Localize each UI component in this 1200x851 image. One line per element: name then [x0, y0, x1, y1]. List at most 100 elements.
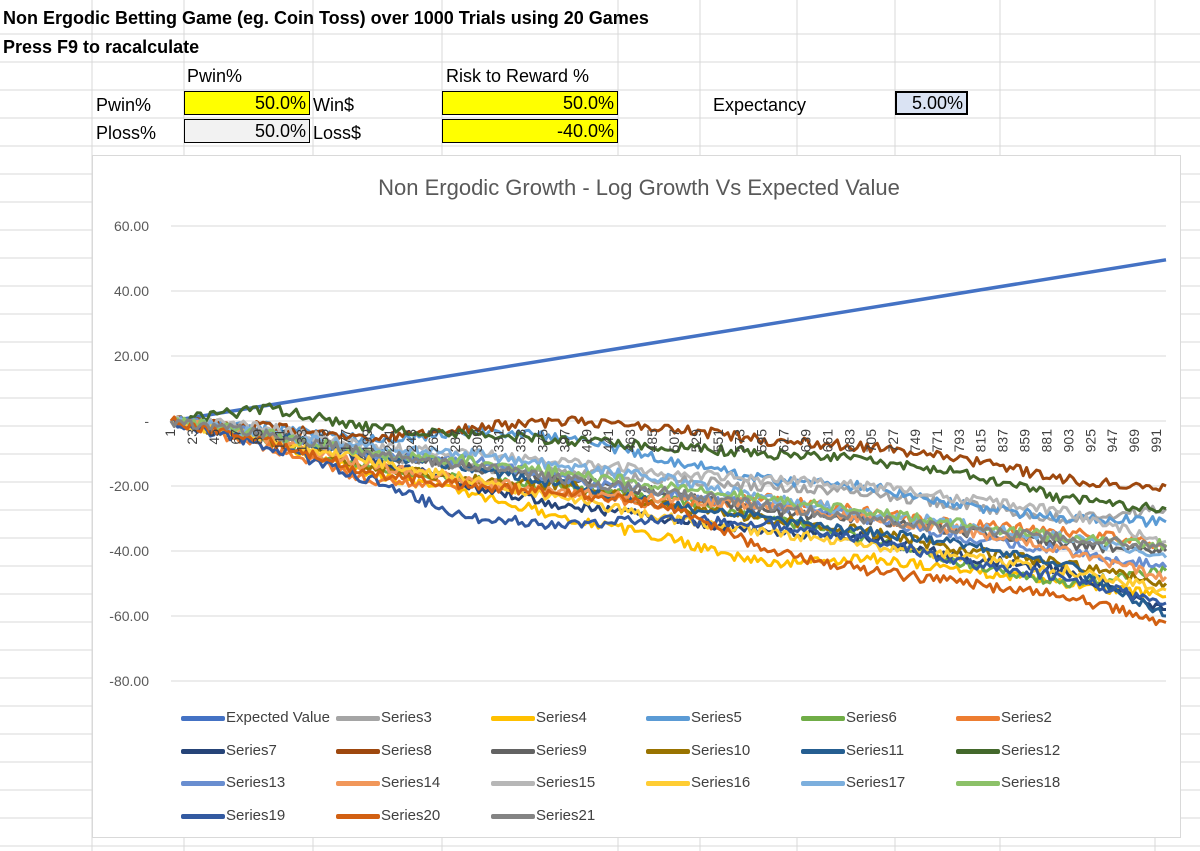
- y-tick-label: -80.00: [109, 673, 149, 689]
- x-tick-label: 639: [797, 429, 813, 453]
- x-tick-label: 155: [315, 429, 331, 453]
- legend-label: Expected Value: [226, 709, 330, 726]
- legend-swatch: [956, 748, 1000, 754]
- expectancy-value-cell[interactable]: 5.00%: [895, 91, 968, 115]
- chart-title: Non Ergodic Growth - Log Growth Vs Expec…: [378, 175, 900, 200]
- x-tick-label: 925: [1082, 429, 1098, 453]
- legend-label: Series13: [226, 774, 286, 791]
- header-risk-to-reward: Risk to Reward %: [446, 66, 590, 86]
- series-line-series19: [170, 416, 1167, 606]
- x-tick-label: 375: [535, 429, 551, 453]
- x-tick-label: 749: [907, 429, 923, 453]
- x-tick-label: 617: [776, 429, 792, 453]
- ploss-label: Ploss%: [96, 123, 157, 143]
- pwin-input-cell[interactable]: 50.0%: [184, 91, 310, 115]
- expectancy-label: Expectancy: [713, 95, 807, 115]
- legend-label: Series10: [691, 742, 751, 759]
- legend-swatch: [336, 813, 380, 819]
- x-tick-label: 221: [381, 429, 397, 453]
- legend-item: Series21: [491, 807, 595, 825]
- y-tick-label: -20.00: [109, 478, 149, 494]
- loss-input-cell[interactable]: -40.0%: [442, 119, 618, 143]
- legend-swatch: [801, 748, 845, 754]
- legend-label: Series21: [536, 807, 596, 824]
- legend-item: Series9: [491, 742, 587, 760]
- legend-item: Series4: [491, 709, 587, 727]
- x-tick-label: 859: [1017, 429, 1033, 453]
- legend-swatch: [801, 780, 845, 786]
- legend-swatch: [491, 715, 535, 721]
- legend-swatch: [181, 813, 225, 819]
- legend-label: Series16: [691, 774, 751, 791]
- chart-object[interactable]: Non Ergodic Growth - Log Growth Vs Expec…: [92, 155, 1181, 838]
- legend-label: Series2: [1001, 709, 1052, 726]
- x-tick-label: 353: [513, 429, 529, 453]
- x-tick-label: 573: [732, 429, 748, 453]
- legend-swatch: [956, 715, 1000, 721]
- legend-swatch: [491, 748, 535, 754]
- x-tick-label: 177: [337, 429, 353, 453]
- series-line-expected-value: [170, 258, 1167, 423]
- header-pwin: Pwin%: [187, 66, 243, 86]
- x-tick-label: 705: [863, 429, 879, 453]
- legend-label: Series20: [381, 807, 441, 824]
- legend-label: Series9: [536, 742, 587, 759]
- x-tick-label: 67: [228, 429, 244, 445]
- legend-label: Series8: [381, 742, 432, 759]
- pwin-label: Pwin%: [96, 95, 152, 115]
- x-tick-label: 243: [403, 429, 419, 453]
- win-input-cell[interactable]: 50.0%: [442, 91, 618, 115]
- x-tick-label: 595: [754, 429, 770, 453]
- x-tick-label: 529: [688, 429, 704, 453]
- series-line-series12: [170, 402, 1167, 514]
- legend-label: Series19: [226, 807, 286, 824]
- x-tick-label: 265: [425, 429, 441, 453]
- y-tick-label: 40.00: [114, 283, 149, 299]
- legend-label: Series4: [536, 709, 587, 726]
- x-tick-label: 463: [622, 429, 638, 453]
- y-tick-label: -60.00: [109, 608, 149, 624]
- series-line-series20: [169, 415, 1167, 627]
- legend-swatch: [491, 813, 535, 819]
- y-tick-label: -40.00: [109, 543, 149, 559]
- x-tick-label: 727: [885, 429, 901, 453]
- legend-swatch: [336, 748, 380, 754]
- line-chart: Non Ergodic Growth - Log Growth Vs Expec…: [109, 175, 1168, 689]
- legend-swatch: [491, 780, 535, 786]
- x-tick-label: 793: [951, 429, 967, 453]
- ploss-value-cell[interactable]: 50.0%: [184, 119, 310, 143]
- legend-item: Expected Value: [181, 709, 330, 727]
- x-tick-label: 45: [206, 429, 222, 445]
- x-tick-label: 1: [162, 429, 178, 437]
- legend-item: Series17: [801, 774, 905, 792]
- x-tick-label: 947: [1104, 429, 1120, 453]
- sheet-title: Non Ergodic Betting Game (eg. Coin Toss)…: [3, 8, 649, 28]
- x-tick-label: 683: [841, 429, 857, 453]
- legend-swatch: [646, 748, 690, 754]
- x-tick-label: 507: [666, 429, 682, 453]
- legend-label: Series7: [226, 742, 277, 759]
- legend-item: Series6: [801, 709, 897, 727]
- legend-label: Series3: [381, 709, 432, 726]
- legend-label: Series12: [1001, 742, 1061, 759]
- x-tick-label: 397: [556, 429, 572, 453]
- series-line-series14: [170, 419, 1168, 583]
- x-tick-label: 991: [1148, 429, 1164, 453]
- legend-item: Series20: [336, 807, 440, 825]
- series-line-series8: [169, 415, 1167, 492]
- legend-label: Series11: [846, 742, 905, 759]
- legend-item: Series16: [646, 774, 750, 792]
- y-tick-label: 60.00: [114, 218, 149, 234]
- legend-item: Series15: [491, 774, 595, 792]
- series-line-series21: [169, 418, 1168, 551]
- legend-item: Series8: [336, 742, 432, 760]
- legend-item: Series11: [801, 742, 904, 760]
- legend-item: Series5: [646, 709, 742, 727]
- win-label: Win$: [313, 95, 355, 115]
- legend-label: Series14: [381, 774, 441, 791]
- x-tick-label: 815: [973, 429, 989, 453]
- loss-label: Loss$: [313, 123, 362, 143]
- x-tick-label: 881: [1038, 429, 1054, 453]
- legend-swatch: [956, 780, 1000, 786]
- x-tick-label: 485: [644, 429, 660, 453]
